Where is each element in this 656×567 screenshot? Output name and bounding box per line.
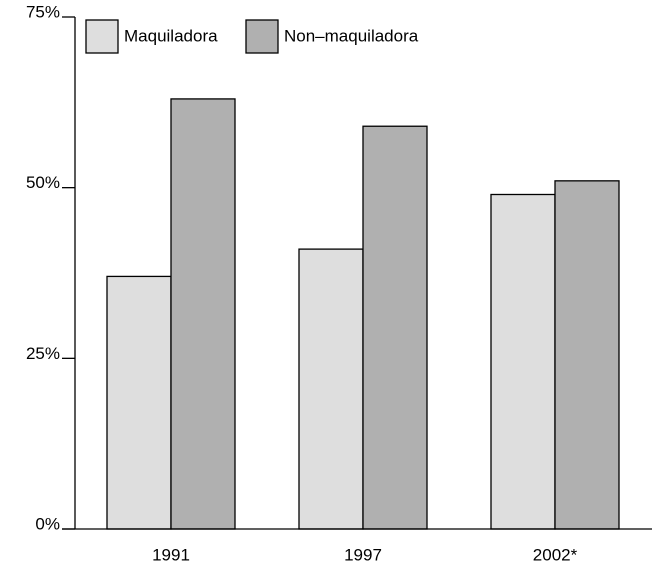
x-tick-label: 1997 bbox=[344, 545, 382, 564]
bar bbox=[490, 193, 556, 530]
bar bbox=[362, 125, 428, 530]
legend-label: Non–maquiladora bbox=[284, 26, 419, 45]
bar bbox=[298, 248, 364, 530]
legend-swatch bbox=[245, 19, 279, 54]
x-tick-label: 1991 bbox=[152, 545, 190, 564]
x-tick-label: 2002* bbox=[533, 545, 578, 564]
bar bbox=[106, 275, 172, 530]
bar bbox=[170, 98, 236, 530]
bar bbox=[554, 180, 620, 530]
legend-swatch bbox=[85, 19, 119, 54]
legend-label: Maquiladora bbox=[124, 26, 218, 45]
y-tick-label: 50% bbox=[26, 173, 60, 192]
y-tick-label: 0% bbox=[35, 514, 60, 533]
y-tick-label: 75% bbox=[26, 2, 60, 21]
y-tick-label: 25% bbox=[26, 344, 60, 363]
